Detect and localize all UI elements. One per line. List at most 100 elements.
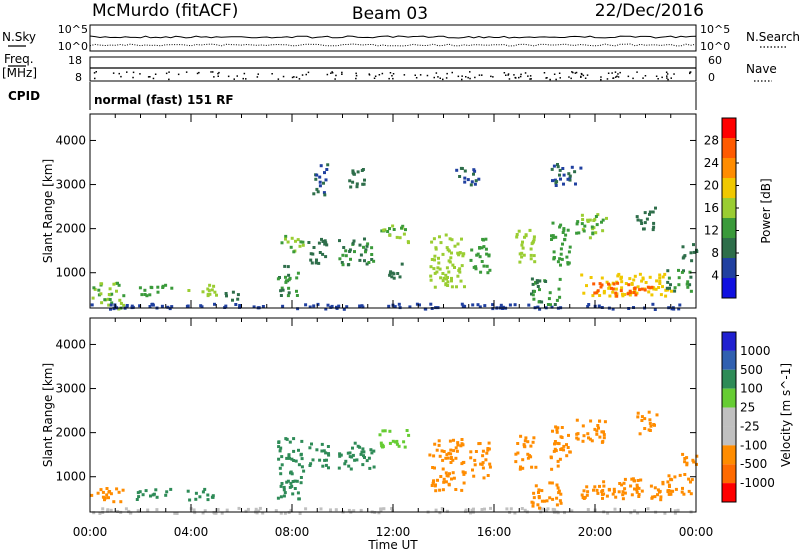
echo-cell [528,228,532,232]
echo-cell [107,303,111,307]
echo-cell [556,163,559,166]
echo-cell [581,439,585,443]
echo-cell [690,259,694,263]
echo-cell [194,497,198,501]
echo-cell [673,286,677,290]
echo-cell [274,509,278,513]
echo-cell [689,480,692,484]
echo-cell [168,307,172,311]
echo-cell [523,235,526,239]
echo-cell [279,495,283,499]
echo-cell [225,508,229,512]
echo-cell [379,509,383,513]
echo-cell [545,499,549,503]
echo-cell [166,305,170,309]
echo-cell [363,456,366,459]
echo-cell [323,239,327,243]
velocity-colorbar-tick-label: 500 [740,363,763,377]
echo-cell [151,493,155,497]
echo-cell [591,232,595,236]
echo-cell [148,305,152,308]
echo-cell [607,282,610,286]
echo-cell [613,507,617,511]
echo-cell [685,463,689,467]
echo-cell [351,453,355,457]
echo-cell [611,287,615,291]
echo-cell [652,423,656,426]
nave-dot [689,72,691,75]
echo-cell [201,511,205,515]
velocity-colorbar-tick-label: -500 [740,457,767,471]
echo-cell [474,450,478,453]
echo-cell [368,466,372,470]
echo-cell [359,253,363,257]
echo-cell [653,486,657,490]
echo-cell [170,305,174,309]
echo-cell [112,500,116,504]
echo-cell [605,280,609,284]
echo-cell [482,238,485,242]
nave-dot [469,71,471,73]
echo-cell [670,478,674,482]
echo-cell [620,280,624,284]
echo-cell [309,252,313,256]
echo-cell [650,285,654,289]
echo-cell [677,276,681,280]
echo-cell [290,236,294,240]
echo-cell [124,507,128,511]
echo-cell [382,507,386,511]
echo-cell [588,437,592,441]
echo-cell [391,224,395,228]
echo-cell [538,279,542,283]
nave-dot [467,76,469,79]
echo-cell [581,218,585,221]
echo-cell [289,471,292,475]
echo-cell [444,233,448,237]
echo-cell [254,507,258,511]
echo-cell [520,243,524,247]
nave-dot [126,71,128,73]
echo-cell [449,461,453,464]
echo-cell [289,481,293,485]
echo-cell [590,439,594,443]
echo-cell [135,498,139,501]
nave-dot [295,76,298,78]
echo-cell [522,253,526,257]
echo-cell [435,270,439,274]
echo-cell [286,240,290,244]
echo-cell [634,293,638,297]
echo-cell [669,492,673,496]
echo-cell [437,256,440,260]
power-colorbar-segment [722,258,736,278]
time-tick-label: 04:00 [174,525,209,539]
echo-cell [600,220,603,224]
echo-cell [695,454,699,458]
echo-cell [434,483,437,487]
echo-cell [629,484,633,488]
echo-cell [611,290,615,294]
echo-cell [476,252,480,256]
echo-cell [566,177,570,181]
echo-cell [469,258,473,262]
echo-cell [576,432,580,436]
echo-cell [472,168,476,172]
echo-cell [648,212,651,216]
echo-cell [285,456,289,460]
echo-cell [165,490,169,494]
echo-cell [290,484,294,488]
echo-cell [640,222,644,225]
echo-cell [211,495,215,499]
echo-cell [460,438,464,441]
echo-cell [556,165,560,169]
echo-cell [540,300,544,304]
nave-dot [185,71,188,73]
echo-cell [210,288,214,292]
echo-cell [480,462,484,466]
echo-cell [592,282,596,286]
echo-cell [601,229,605,233]
echo-cell [224,292,228,295]
echo-cell [206,498,210,502]
range-tick-label: 4000 [55,337,86,351]
echo-cell [593,427,597,431]
echo-cell [156,290,160,294]
